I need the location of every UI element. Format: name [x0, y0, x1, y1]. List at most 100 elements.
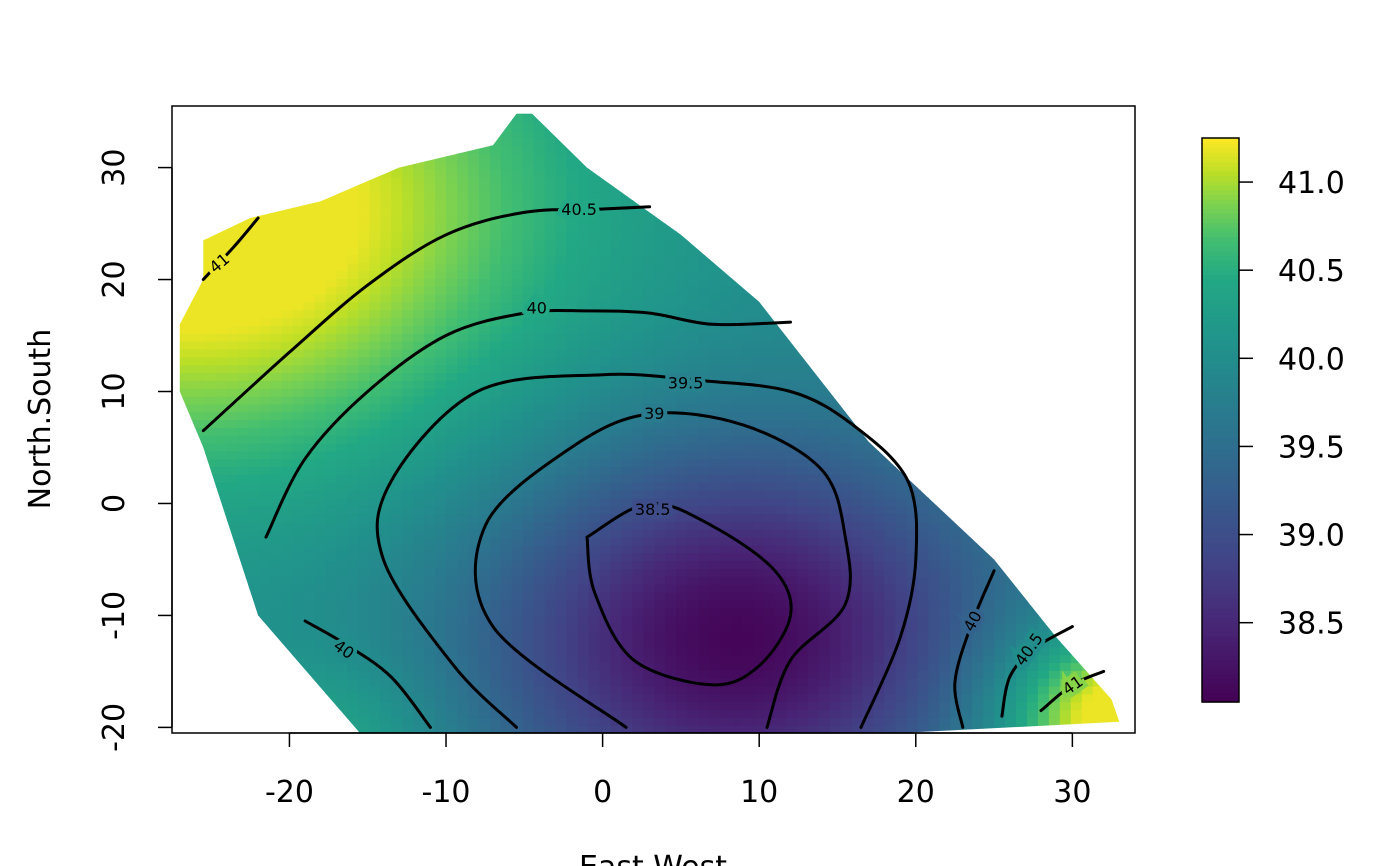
heat-cell	[424, 403, 436, 413]
heat-cell	[270, 701, 283, 711]
heat-cell	[796, 247, 809, 256]
heat-cell	[270, 591, 283, 601]
heat-cell	[391, 568, 403, 577]
heat-cell	[500, 262, 513, 272]
heat-cell	[752, 497, 765, 507]
heat-cell	[610, 435, 622, 444]
heat-cell	[742, 717, 754, 726]
heat-cell	[413, 490, 425, 499]
heat-cell	[402, 215, 414, 225]
heat-cell	[577, 349, 590, 358]
heat-cell	[632, 294, 644, 303]
heat-cell	[226, 294, 239, 303]
heat-cell	[742, 686, 754, 695]
heat-cell	[720, 160, 732, 170]
heat-cell	[533, 490, 546, 499]
heat-cell	[281, 231, 294, 240]
heat-cell	[478, 223, 491, 232]
heat-cell	[654, 513, 666, 522]
heat-cell	[478, 717, 491, 726]
heat-cell	[467, 247, 480, 256]
heat-cell	[489, 670, 502, 679]
heat-cell	[226, 662, 239, 671]
heat-cell	[478, 121, 491, 131]
heat-cell	[347, 396, 359, 405]
heat-cell	[204, 176, 217, 185]
heat-cell	[446, 560, 458, 569]
heat-cell	[555, 309, 568, 319]
heat-cell	[435, 160, 447, 170]
heat-cell	[533, 443, 546, 452]
heat-cell	[544, 207, 557, 217]
heat-cell	[774, 247, 787, 256]
heat-cell	[796, 317, 809, 326]
heat-cell	[577, 450, 590, 460]
heat-cell	[763, 490, 776, 499]
heat-cell	[179, 615, 184, 624]
heat-cell	[709, 560, 721, 569]
heat-cell	[709, 419, 721, 428]
heat-cell	[522, 623, 535, 632]
heat-cell	[785, 591, 798, 601]
heat-cell	[358, 333, 370, 342]
heat-cell	[446, 121, 458, 131]
heat-cell	[183, 419, 195, 428]
heat-cell	[511, 380, 524, 389]
heat-cell	[796, 176, 809, 185]
heat-cell	[215, 466, 228, 475]
heat-cell	[270, 121, 283, 131]
heat-cell	[204, 631, 217, 640]
heat-cell	[467, 584, 480, 593]
heat-cell	[489, 709, 502, 718]
heat-cell	[435, 474, 447, 483]
heat-cell	[566, 497, 579, 507]
heat-cell	[599, 176, 612, 185]
heat-cell	[424, 129, 436, 138]
heat-cell	[610, 176, 622, 185]
heat-cell	[500, 341, 513, 350]
heat-cell	[391, 497, 403, 507]
heat-cell	[829, 654, 842, 663]
heat-cell	[709, 341, 721, 350]
heat-cell	[391, 388, 403, 397]
heat-cell	[511, 419, 524, 428]
heat-cell	[731, 725, 743, 734]
heat-cell	[566, 380, 579, 389]
heat-cell	[478, 341, 491, 350]
heat-cell	[457, 584, 469, 593]
heat-cell	[698, 568, 710, 577]
heat-cell	[818, 686, 831, 695]
heat-cell	[818, 639, 831, 648]
heat-cell	[720, 286, 732, 295]
heat-cell	[588, 560, 601, 569]
heat-cell	[347, 254, 359, 264]
heat-cell	[566, 552, 579, 562]
heat-cell	[193, 153, 206, 162]
heat-cell	[292, 639, 305, 648]
heat-cell	[215, 497, 228, 507]
heat-cell	[314, 254, 327, 264]
heat-cell	[314, 215, 327, 225]
heat-cell	[347, 200, 359, 209]
heat-cell	[774, 529, 787, 538]
heat-cell	[226, 113, 239, 115]
heat-cell	[621, 529, 633, 538]
heat-cell	[500, 411, 513, 421]
heat-cell	[270, 129, 283, 138]
heat-cell	[752, 654, 765, 663]
heat-cell	[281, 372, 294, 381]
heat-cell	[237, 372, 250, 381]
heat-cell	[500, 403, 513, 413]
heat-cell	[533, 505, 546, 515]
heat-cell	[303, 591, 316, 601]
heat-cell	[752, 294, 765, 303]
heat-cell	[237, 607, 250, 616]
heat-cell	[829, 701, 842, 711]
heat-cell	[413, 505, 425, 515]
heat-cell	[369, 325, 381, 334]
heat-cell	[369, 466, 381, 475]
heat-cell	[314, 278, 327, 287]
heat-cell	[774, 686, 787, 695]
heat-cell	[215, 474, 228, 483]
heat-cell	[588, 576, 601, 585]
